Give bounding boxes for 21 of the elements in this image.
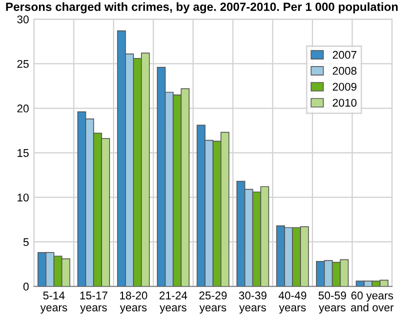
y-tick-label: 15 <box>18 149 29 157</box>
y-tick-label: 30 <box>17 15 29 24</box>
legend-label: 2007 <box>332 50 356 59</box>
x-tick-label: 50-59 years <box>318 292 346 314</box>
y-tick-label: 25 <box>17 60 29 68</box>
x-tick-label: 60 years and over <box>350 292 394 312</box>
legend-label: 2009 <box>332 82 356 91</box>
chart-title: Persons charged with crimes, by age. 2007-2010. Per 1 000 population <box>6 2 398 14</box>
y-tick-label: 5 <box>23 238 29 246</box>
x-tick-label: 25-29 years <box>199 292 227 314</box>
y-tick-label: 10 <box>18 194 29 202</box>
x-tick-label: 18-20 years <box>120 292 148 314</box>
x-tick-label: 21-24 years <box>160 292 188 314</box>
y-tick-label: 20 <box>17 104 29 112</box>
y-tick-label: 0 <box>23 282 29 291</box>
legend-label: 2008 <box>332 66 356 75</box>
x-tick-label: 15-17 years <box>80 292 108 314</box>
x-tick-label: 5-14 years <box>40 292 68 314</box>
legend-label: 2010 <box>332 98 357 107</box>
x-tick-label: 40-49 years <box>278 292 306 314</box>
x-tick-label: 30-39 years <box>238 292 266 314</box>
